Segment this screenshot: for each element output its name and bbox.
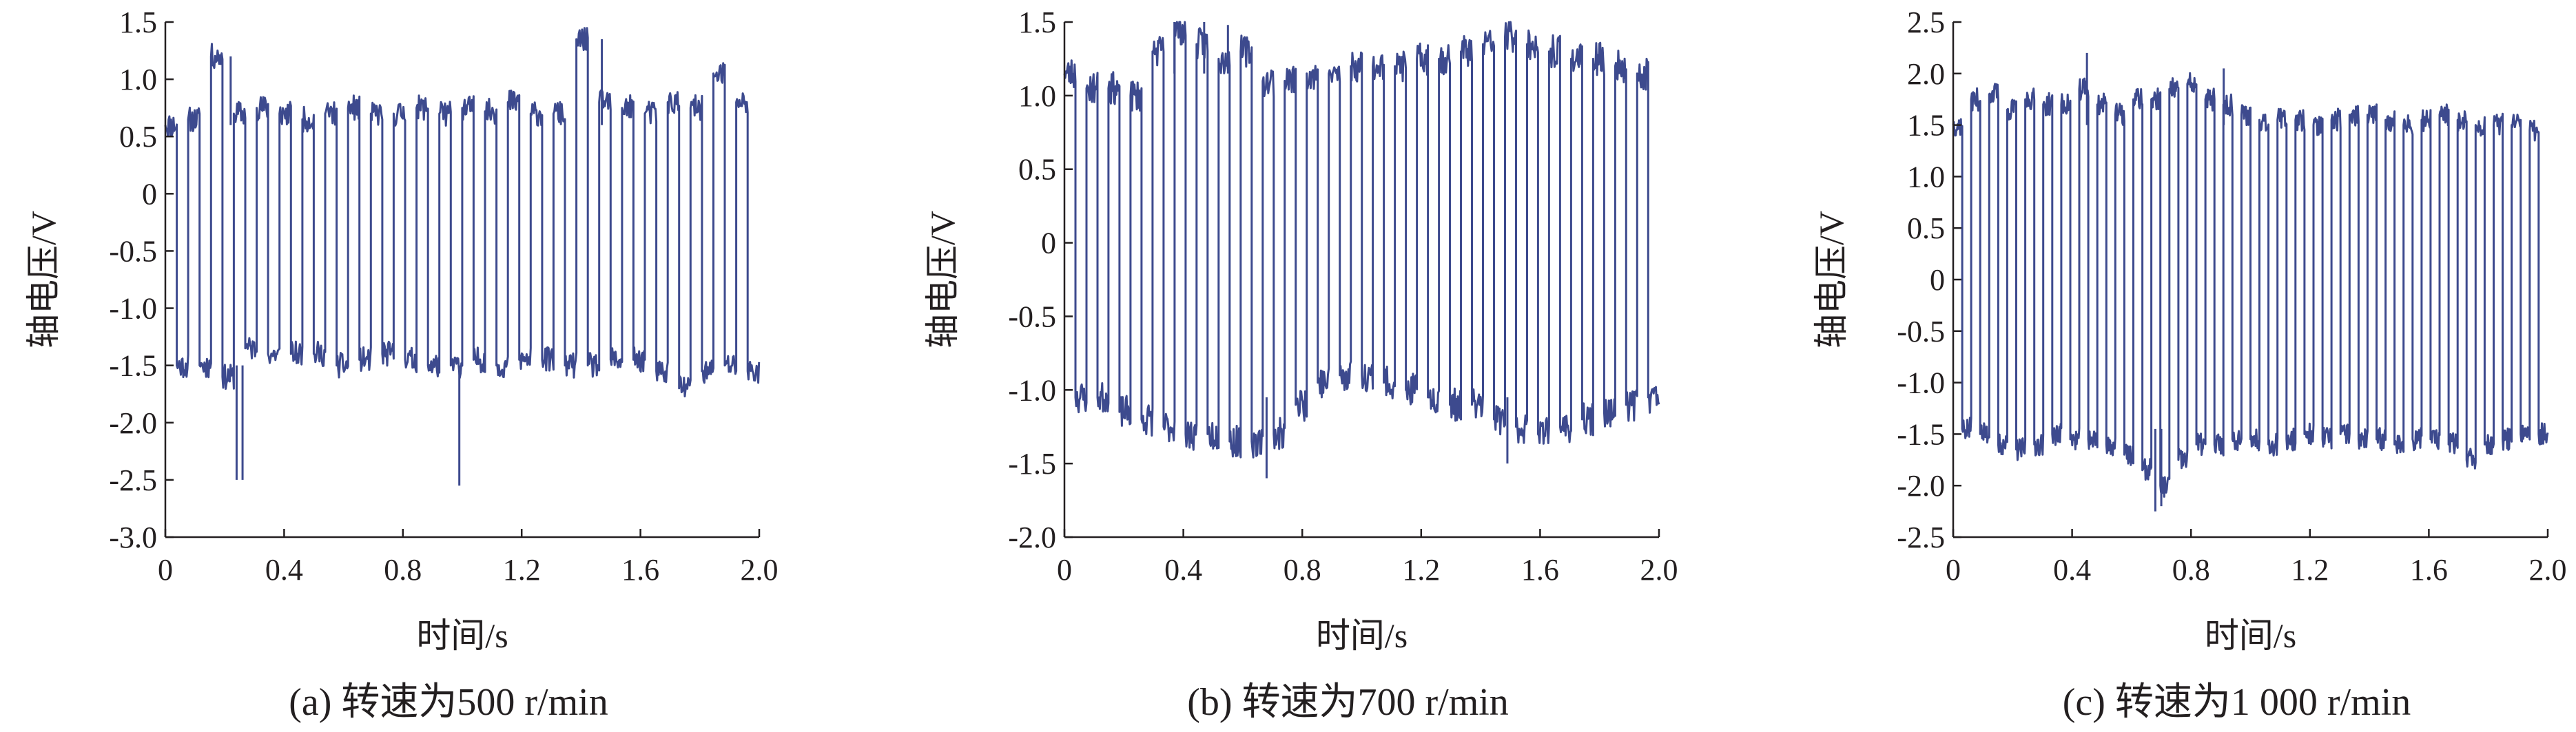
x-tick-label: 1.6 xyxy=(621,553,659,587)
x-tick-label: 0.8 xyxy=(1284,553,1321,587)
y-tick-label: 1.5 xyxy=(119,6,157,39)
x-axis-title: 时间/s xyxy=(2205,616,2296,655)
y-tick-label: 0.5 xyxy=(1018,153,1056,187)
y-axis-title: 轴电压/V xyxy=(923,211,962,348)
chart-panel-3: 2.52.01.51.00.50-0.5-1.0-1.5-2.0-2.50 0.4… xyxy=(1812,6,2567,724)
x-tick-label: 1.2 xyxy=(503,553,541,587)
x-tick-label: 0.4 xyxy=(1164,553,1202,587)
x-tick-label: 1.2 xyxy=(1402,553,1440,587)
chart-panel-1: 1.51.00.50-0.5-1.0-1.5-2.0-2.5-3.00 0.4 0.… xyxy=(24,6,779,724)
y-tick-label: 2.0 xyxy=(1907,57,1945,91)
y-tick-label: 0.5 xyxy=(119,120,157,154)
y-tick-label: -1.0 xyxy=(1897,366,1945,400)
x-axis-title: 时间/s xyxy=(1316,616,1408,655)
y-tick-label: 2.5 xyxy=(1907,6,1945,39)
x-tick-label: 1.2 xyxy=(2291,553,2329,587)
y-tick-label: -2.0 xyxy=(1897,469,1945,503)
y-tick-label: -3.0 xyxy=(109,521,157,554)
y-tick-label: -1.0 xyxy=(109,292,157,326)
y-axis-title: 轴电压/V xyxy=(1812,211,1851,348)
y-tick-label: -0.5 xyxy=(1897,315,1945,348)
y-tick-label: -2.0 xyxy=(109,406,157,440)
y-tick-label: -1.0 xyxy=(1008,373,1056,407)
y-tick-label: 0 xyxy=(1041,227,1056,260)
x-tick-label: 2.0 xyxy=(1640,553,1678,587)
x-tick-label: 0.8 xyxy=(384,553,422,587)
y-tick-label: 1.5 xyxy=(1907,109,1945,143)
y-tick-label: 0 xyxy=(142,177,157,211)
y-tick-label: -2.5 xyxy=(109,463,157,497)
y-tick-label: 1.5 xyxy=(1018,6,1056,39)
signal-trace xyxy=(1063,21,1660,459)
panel-caption: (b) 转速为700 r/min xyxy=(1187,681,1509,724)
x-tick-label: 2.0 xyxy=(741,553,779,587)
panel-caption: (a) 转速为500 r/min xyxy=(289,681,608,724)
x-tick-label: 0 xyxy=(1057,553,1072,587)
x-tick-label: 0.4 xyxy=(2053,553,2091,587)
y-tick-label: -1.5 xyxy=(109,349,157,383)
y-tick-label: 0 xyxy=(1930,263,1945,297)
y-tick-label: -1.5 xyxy=(1897,417,1945,451)
y-tick-label: -0.5 xyxy=(1008,300,1056,333)
y-tick-label: -0.5 xyxy=(109,234,157,268)
y-tick-label: -2.0 xyxy=(1008,521,1056,554)
x-tick-label: 1.6 xyxy=(2410,553,2448,587)
y-axis-title: 轴电压/V xyxy=(24,211,63,348)
y-tick-label: 1.0 xyxy=(1018,79,1056,113)
signal-trace xyxy=(1952,72,2549,498)
y-tick-label: 1.0 xyxy=(119,63,157,96)
x-tick-label: 0 xyxy=(158,553,173,587)
x-tick-label: 0 xyxy=(1946,553,1961,587)
panel-caption: (c) 转速为1 000 r/min xyxy=(2063,681,2411,724)
y-tick-label: 0.5 xyxy=(1907,211,1945,245)
x-tick-label: 0.4 xyxy=(265,553,303,587)
signal-trace xyxy=(164,27,761,398)
chart-panel-2: 1.51.00.50-0.5-1.0-1.5-2.00 0.4 0.8 1.2 1.6 2… xyxy=(923,6,1678,724)
y-tick-label: 1.0 xyxy=(1907,160,1945,194)
x-axis-title: 时间/s xyxy=(416,616,508,655)
x-tick-label: 1.6 xyxy=(1521,553,1559,587)
y-tick-label: -2.5 xyxy=(1897,521,1945,554)
x-tick-label: 0.8 xyxy=(2172,553,2210,587)
x-tick-label: 2.0 xyxy=(2529,553,2567,587)
y-tick-label: -1.5 xyxy=(1008,447,1056,481)
